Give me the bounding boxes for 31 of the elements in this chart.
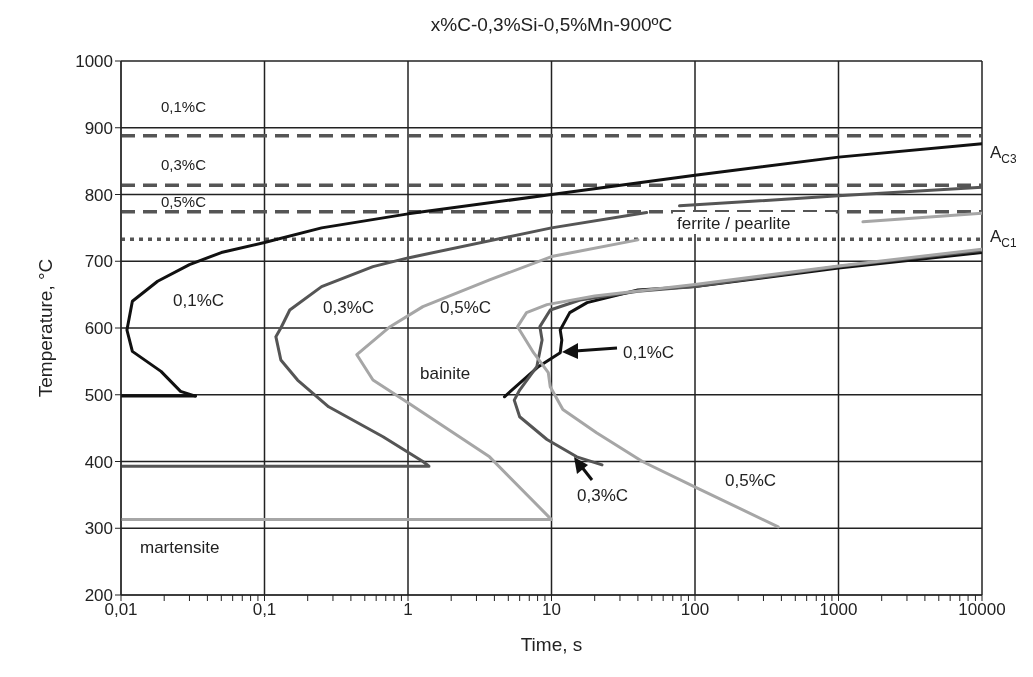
x-tick-label: 1 (403, 600, 413, 620)
y-tick-label: 800 (84, 185, 113, 205)
annotation: 0,1%C (173, 290, 225, 310)
y-tick-label: 700 (84, 252, 113, 272)
y-tick-label: 600 (84, 319, 113, 339)
x-tick-label: 1000 (819, 600, 858, 620)
ref-line-label: 0,5%C (161, 193, 207, 211)
chart-title: x%C-0,3%Si-0,5%Mn-900ºC (429, 14, 674, 36)
x-tick-label: 100 (680, 600, 710, 620)
annotation: 0,5%C (725, 470, 777, 490)
y-tick-label: 400 (84, 452, 113, 472)
annotation: 0,3%C (577, 485, 629, 505)
annotation: ferrite / pearlite (677, 213, 791, 233)
annotation: 0,1%C (623, 342, 675, 362)
x-tick-label: 10000 (958, 600, 1006, 620)
y-tick-label: 1000 (75, 52, 113, 72)
x-axis-title: Time, s (520, 634, 583, 655)
text: A$_{C1}$ (990, 226, 1017, 250)
y-axis-title: Temperature, °C (34, 258, 56, 398)
y-tick-label: 500 (84, 385, 113, 405)
annotation: bainite (420, 363, 471, 383)
y-tick-label: 900 (84, 118, 113, 138)
ref-line-label: 0,3%C (161, 155, 207, 173)
annotation: 0,5%C (440, 297, 492, 317)
x-tick-label: 10 (542, 600, 561, 620)
x-tick-label: 0,1 (252, 600, 277, 620)
text: A$_{C3}$ (990, 142, 1017, 166)
annotation: 0,3%C (323, 297, 375, 317)
annotation: martensite (140, 537, 220, 557)
ref-line-label: 0,1%C (161, 98, 207, 116)
y-tick-label: 300 (84, 519, 113, 539)
